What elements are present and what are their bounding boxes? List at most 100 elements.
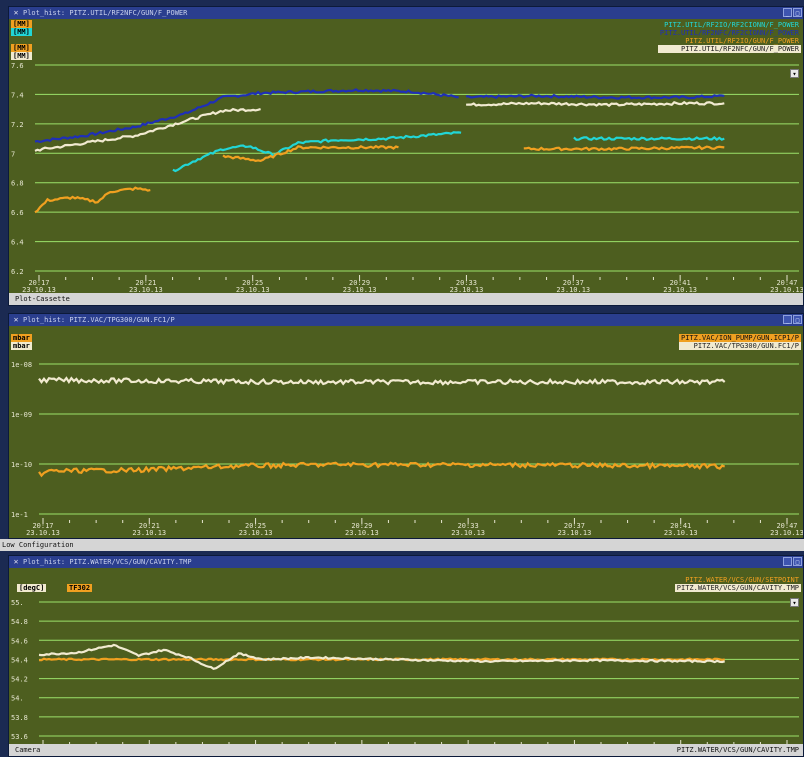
series-line: [34, 186, 151, 214]
maximize-button[interactable]: □: [793, 557, 802, 566]
status-bar: Plot-Cassette: [9, 293, 803, 305]
channel-label: [MM]: [11, 20, 32, 28]
status-right-text: PITZ.WATER/VCS/GUN/CAVITY.TMP: [676, 746, 799, 754]
series-line: [34, 88, 459, 144]
x-tick-date: 23.10.13: [663, 286, 697, 294]
y-tick-label: 1e-10: [11, 461, 32, 469]
x-close-icon[interactable]: ✕: [13, 8, 19, 17]
window-titlebar[interactable]: ✕ Plot_hist: PITZ.VAC/TPG300/GUN.FC1/P _…: [9, 314, 803, 326]
minimize-button[interactable]: _: [783, 315, 792, 324]
channel-label: [MM]: [11, 52, 32, 60]
x-tick-date: 23.10.13: [770, 286, 804, 294]
minimize-button[interactable]: _: [783, 8, 792, 17]
x-tick-label: 20:37: [563, 279, 584, 287]
x-tick-label: 20:21: [135, 279, 156, 287]
legend: PITZ.WATER/VCS/GUN/SETPOINT PITZ.WATER/V…: [674, 576, 801, 592]
scroll-down-button[interactable]: ▾: [790, 69, 799, 78]
y-tick-label: 1e-09: [11, 411, 32, 419]
series-line: [222, 144, 399, 163]
plot-window-vacuum[interactable]: ✕ Plot_hist: PITZ.VAC/TPG300/GUN.FC1/P _…: [8, 313, 804, 539]
status-bar: Low Configuration: [0, 539, 804, 551]
y-tick-label: 55.: [11, 599, 24, 607]
y-tick-label: 54.8: [11, 618, 28, 626]
legend-entry: PITZ.UTIL/RF2NFC/RF2CIONN/F_POWER: [659, 29, 799, 37]
water-plot[interactable]: 55.54.854.654.454.254.53.853.620:1723.10…: [9, 568, 804, 746]
window-titlebar[interactable]: ✕ Plot_hist: PITZ.WATER/VCS/GUN/CAVITY.T…: [9, 556, 803, 568]
y-tick-label: 6.8: [11, 180, 24, 188]
series-line: [38, 376, 726, 386]
legend-entry: PITZ.VAC/TPG300/GUN.FC1/P: [678, 342, 801, 350]
legend-entry: PITZ.WATER/VCS/GUN/CAVITY.TMP: [674, 584, 801, 592]
x-tick-date: 23.10.13: [664, 529, 698, 537]
x-tick-date: 23.10.13: [343, 286, 377, 294]
x-tick-label: 20:33: [458, 522, 479, 530]
vacuum-plot[interactable]: 1e-081e-091e-101e-120:1723.10.1320:2123.…: [9, 326, 804, 539]
x-tick-label: 20:21: [139, 522, 160, 530]
channel-label: [MM]: [11, 44, 32, 52]
y-tick-label: 54.: [11, 695, 24, 703]
legend: PITZ.VAC/ION_PUMP/GUN.ICP1/P PITZ.VAC/TP…: [678, 334, 801, 350]
legend-entry: PITZ.UTIL/RF2IO/RF2CIONN/F_POWER: [664, 21, 799, 29]
series-line: [38, 461, 726, 478]
x-tick-label: 20:17: [32, 522, 53, 530]
x-tick-label: 20:25: [245, 522, 266, 530]
x-tick-date: 23.10.13: [558, 529, 592, 537]
x-tick-label: 20:47: [776, 522, 797, 530]
channel-label: mbar: [11, 342, 32, 350]
x-close-icon[interactable]: ✕: [13, 557, 19, 566]
legend-entry: PITZ.UTIL/RF2NFC/GUN/F_POWER: [657, 45, 801, 53]
minimize-button[interactable]: _: [783, 557, 792, 566]
channel-label: [degC]: [17, 584, 47, 592]
y-tick-label: 53.8: [11, 714, 28, 722]
y-tick-label: 1e-08: [11, 361, 32, 369]
series-line: [38, 643, 725, 670]
x-tick-date: 23.10.13: [345, 529, 379, 537]
plot-window-power[interactable]: ✕ Plot_hist: PITZ.UTIL/RF2NFC/GUN/F_POWE…: [8, 6, 804, 306]
legend-entry: PITZ.WATER/VCS/GUN/SETPOINT: [685, 576, 799, 584]
scroll-down-button[interactable]: ▾: [790, 598, 799, 607]
x-tick-label: 20:25: [242, 279, 263, 287]
series-line: [172, 131, 462, 173]
y-tick-label: 7.6: [11, 62, 24, 70]
x-tick-label: 20:37: [564, 522, 585, 530]
status-text: Low Configuration: [2, 541, 74, 549]
series-line: [466, 100, 725, 108]
x-tick-date: 23.10.13: [236, 286, 270, 294]
x-tick-label: 20:29: [351, 522, 372, 530]
series-line: [466, 93, 725, 100]
status-text: Camera: [15, 746, 41, 754]
series-line: [34, 107, 261, 152]
y-tick-label: 7: [11, 150, 15, 158]
plot-window-water[interactable]: ✕ Plot_hist: PITZ.WATER/VCS/GUN/CAVITY.T…: [8, 555, 804, 757]
power-plot[interactable]: 7.67.47.276.86.66.46.220:1723.10.1320:21…: [9, 19, 804, 295]
y-tick-label: 1e-1: [11, 511, 28, 519]
y-tick-label: 7.2: [11, 121, 24, 129]
maximize-button[interactable]: □: [793, 315, 802, 324]
legend-entry: PITZ.UTIL/RF2IO/GUN/F_POWER: [685, 37, 799, 45]
maximize-button[interactable]: □: [793, 8, 802, 17]
x-tick-date: 23.10.13: [22, 286, 56, 294]
series-line: [573, 135, 725, 142]
legend-entry: PITZ.VAC/ION_PUMP/GUN.ICP1/P: [678, 334, 801, 342]
x-tick-date: 23.10.13: [556, 286, 590, 294]
window-title: Plot_hist: PITZ.VAC/TPG300/GUN.FC1/P: [23, 316, 175, 324]
x-tick-date: 23.10.13: [450, 286, 484, 294]
x-tick-date: 23.10.13: [26, 529, 60, 537]
y-tick-label: 6.2: [11, 268, 24, 276]
x-tick-label: 20:41: [670, 522, 691, 530]
y-tick-label: 6.6: [11, 209, 24, 217]
series-line: [523, 145, 725, 152]
window-title: Plot_hist: PITZ.UTIL/RF2NFC/GUN/F_POWER: [23, 9, 188, 17]
x-tick-label: 20:29: [349, 279, 370, 287]
y-tick-label: 54.2: [11, 676, 28, 684]
status-bar: Camera PITZ.WATER/VCS/GUN/CAVITY.TMP: [9, 744, 803, 756]
window-titlebar[interactable]: ✕ Plot_hist: PITZ.UTIL/RF2NFC/GUN/F_POWE…: [9, 7, 803, 19]
x-tick-date: 23.10.13: [129, 286, 163, 294]
y-tick-label: 54.4: [11, 656, 28, 664]
legend: PITZ.UTIL/RF2IO/RF2CIONN/F_POWER PITZ.UT…: [657, 21, 801, 53]
x-close-icon[interactable]: ✕: [13, 315, 19, 324]
x-tick-label: 20:17: [28, 279, 49, 287]
x-tick-date: 23.10.13: [132, 529, 166, 537]
x-tick-label: 20:41: [670, 279, 691, 287]
y-tick-label: 54.6: [11, 637, 28, 645]
